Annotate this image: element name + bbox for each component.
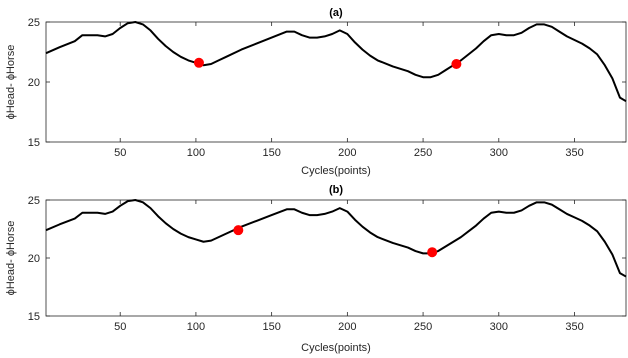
x-tick-label: 350 — [565, 321, 583, 333]
x-tick-label: 100 — [187, 147, 205, 159]
x-tick-label: 250 — [414, 321, 432, 333]
chart-title: (b) — [329, 184, 343, 196]
y-tick-label: 20 — [28, 77, 40, 89]
x-tick-label: 300 — [490, 321, 508, 333]
y-tick-label: 25 — [28, 195, 40, 207]
data-point-marker — [451, 59, 462, 69]
y-axis-label: ϕHead- ϕHorse — [5, 221, 17, 296]
x-tick-label: 150 — [262, 147, 280, 159]
x-tick-label: 250 — [414, 147, 432, 159]
plot-area-frame — [45, 21, 627, 143]
series-line — [45, 199, 627, 278]
x-tick-label: 50 — [114, 147, 126, 159]
y-tick-label: 25 — [28, 17, 40, 29]
y-axis-label: ϕHead- ϕHorse — [5, 45, 17, 120]
plot-area-frame — [45, 199, 627, 317]
chart-title: (a) — [329, 7, 343, 19]
x-tick-label: 200 — [338, 321, 356, 333]
y-tick-label: 20 — [28, 253, 40, 265]
x-axis-label: Cycles(points) — [301, 165, 371, 177]
chart-panel-b: 50 100 150 200 250 300 350 15 20 25 (b) Cycles(poin… — [5, 184, 627, 354]
data-point-marker — [193, 57, 204, 68]
x-tick-label: 50 — [114, 321, 126, 333]
data-point-marker — [233, 225, 244, 236]
chart-panel-a: 50 100 150 200 250 300 350 15 20 25 (a) Cycles(poin… — [5, 7, 627, 177]
y-tick-label: 15 — [28, 311, 40, 323]
x-tick-label: 350 — [565, 147, 583, 159]
data-point-marker — [427, 247, 438, 258]
x-tick-label: 100 — [187, 321, 205, 333]
series-line — [45, 21, 627, 103]
x-tick-label: 300 — [490, 147, 508, 159]
x-tick-label: 150 — [262, 321, 280, 333]
x-axis-label: Cycles(points) — [301, 342, 371, 354]
y-tick-label: 15 — [28, 137, 40, 149]
x-tick-label: 200 — [338, 147, 356, 159]
